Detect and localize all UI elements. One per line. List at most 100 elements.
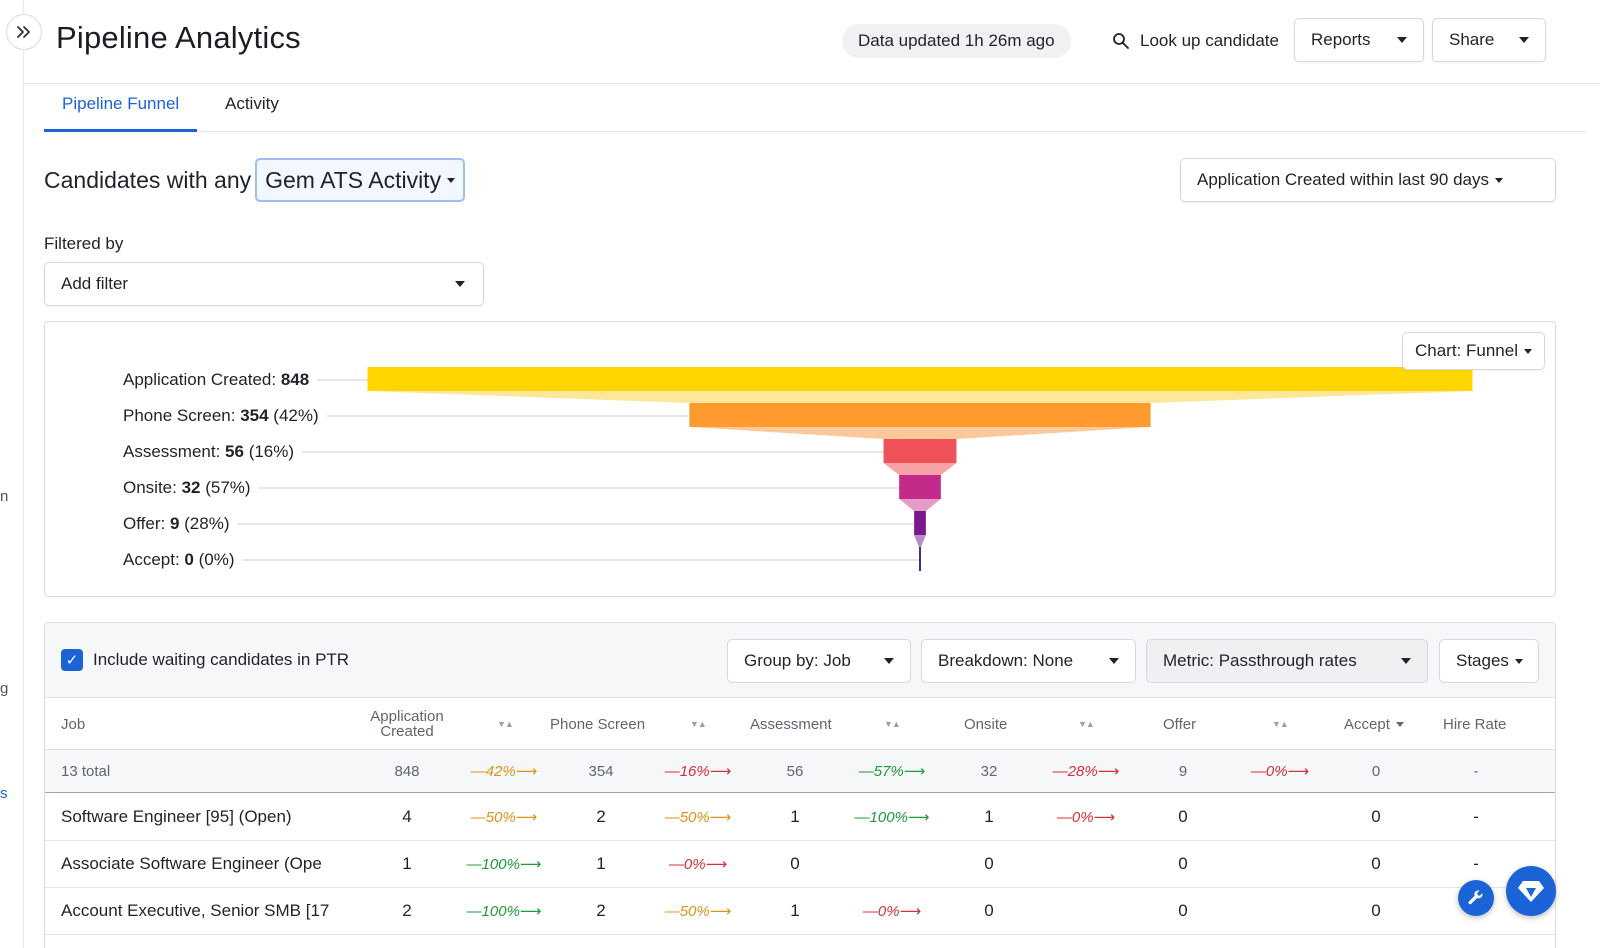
job-name-cell[interactable]: Software Engineer [95] (Open): [61, 807, 292, 826]
hire-rate-cell: -: [1473, 854, 1479, 873]
date-range-select[interactable]: Application Created within last 90 days: [1180, 158, 1556, 202]
column-header-application-created[interactable]: Application Created: [357, 698, 457, 750]
job-name-cell[interactable]: Associate Software Engineer (Ope: [61, 854, 322, 873]
rate-line-icon: —: [1052, 762, 1068, 780]
caret-down-icon: [1519, 37, 1529, 43]
count-cell: 0: [1371, 854, 1381, 873]
stages-value: Stages: [1456, 651, 1509, 670]
rate-line-icon: —: [668, 855, 684, 873]
expand-sidebar-button[interactable]: [6, 14, 42, 50]
include-waiting-label: Include waiting candidates in PTR: [93, 650, 350, 669]
rate-line-icon: —: [470, 808, 486, 826]
arrow-right-icon: ⟶: [519, 903, 542, 920]
page-title: Pipeline Analytics: [56, 20, 301, 55]
rate-cell: —0% ⟶: [837, 888, 947, 934]
funnel-stage-name: Onsite:: [123, 478, 182, 497]
activity-type-value: Gem ATS Activity: [265, 166, 442, 193]
table-row[interactable]: Software Engineer [95] (Open) 4 2 1 1 0 0—50% ⟶…: [45, 794, 1555, 841]
sort-icon[interactable]: ▼▲: [1078, 719, 1095, 729]
total-rate-cell: —0% ⟶: [1225, 750, 1335, 792]
metric-value: Metric: Passthrough rates: [1163, 651, 1357, 670]
add-filter-select[interactable]: Add filter: [44, 262, 484, 306]
funnel-bar[interactable]: [689, 403, 1151, 427]
total-count-cell: 56: [786, 762, 804, 780]
total-count-cell: 9: [1178, 762, 1188, 780]
caret-down-icon: [1395, 721, 1404, 727]
rate-cell: —100% ⟶: [837, 794, 947, 840]
activity-type-select[interactable]: Gem ATS Activity: [255, 158, 466, 202]
table-row[interactable]: Account Executive, Senior SMB [17 2 2 1 0 0 0 —…: [45, 888, 1555, 935]
column-header-job[interactable]: Job: [61, 715, 86, 733]
arrow-right-icon: ⟶: [709, 903, 732, 920]
funnel-stage-pct: (0%): [194, 550, 235, 569]
tab-pipeline-funnel[interactable]: Pipeline Funnel: [44, 84, 198, 132]
column-header-onsite[interactable]: Onsite: [964, 715, 1008, 733]
total-count-cell: 32: [980, 762, 998, 780]
arrow-right-icon: ⟶: [1093, 809, 1116, 826]
funnel-bar[interactable]: [883, 439, 957, 463]
group-by-select[interactable]: Group by: Job: [727, 639, 911, 683]
reports-button[interactable]: Reports: [1294, 18, 1424, 62]
rate-value: 0%: [1071, 808, 1094, 826]
gem-diamond-icon: [1518, 881, 1544, 902]
top-bar: Pipeline Analytics Data updated 1h 26m a…: [24, 0, 1600, 84]
rate-cell: —100% ⟶: [449, 888, 559, 934]
rate-value: 50%: [679, 902, 710, 920]
count-cell: 0: [1178, 807, 1188, 826]
funnel-stage-value: 56: [225, 442, 244, 461]
funnel-connector: [367, 391, 1473, 403]
funnel-stage-value: 848: [281, 370, 309, 389]
job-name-cell[interactable]: Account Executive, Senior SMB [17: [61, 901, 330, 920]
checkbox-checked-icon[interactable]: ✓: [61, 649, 83, 671]
chart-type-select[interactable]: Chart: Funnel: [1402, 332, 1545, 370]
column-header-accept[interactable]: Accept: [1344, 698, 1404, 750]
breakdown-select[interactable]: Breakdown: None: [921, 639, 1136, 683]
arrow-right-icon: ⟶: [1287, 763, 1310, 780]
sort-icon[interactable]: ▼▲: [1272, 719, 1289, 729]
arrow-right-icon: ⟶: [519, 856, 542, 873]
arrow-right-icon: ⟶: [899, 903, 922, 920]
rail-fragment[interactable]: g: [0, 680, 9, 697]
funnel-chart: Application Created: 848 Phone Screen: 35…: [123, 367, 1473, 571]
stages-select[interactable]: Stages: [1439, 639, 1539, 683]
caret-down-icon: [1109, 658, 1119, 664]
include-waiting-toggle[interactable]: ✓ Include waiting candidates in PTR: [61, 649, 349, 671]
search-icon: [1113, 33, 1129, 49]
double-chevron-right-icon: [17, 26, 30, 38]
share-button[interactable]: Share: [1432, 18, 1546, 62]
rate-line-icon: —: [1056, 808, 1072, 826]
look-up-candidate-label: Look up candidate: [1140, 31, 1279, 50]
sort-icon[interactable]: ▼▲: [497, 719, 514, 729]
caret-down-icon: [1514, 658, 1523, 664]
arrow-right-icon: ⟶: [515, 809, 538, 826]
column-header-assessment[interactable]: Assessment: [750, 715, 832, 733]
funnel-stage-label: Application Created: 848: [123, 370, 309, 389]
table-row[interactable]: Associate Software Engineer (Ope 1 1 0 0 0 0—1…: [45, 841, 1555, 888]
gem-assistant-button[interactable]: [1506, 866, 1556, 916]
total-hire-rate-cell: -: [1473, 762, 1479, 780]
sort-icon[interactable]: ▼▲: [884, 719, 901, 729]
count-cell: 4: [402, 807, 412, 826]
metric-select[interactable]: Metric: Passthrough rates: [1146, 639, 1428, 683]
sort-icon[interactable]: ▼▲: [690, 719, 707, 729]
group-by-value: Group by: Job: [744, 651, 851, 670]
arrow-right-icon: ⟶: [903, 763, 926, 780]
funnel-bar[interactable]: [367, 367, 1473, 391]
column-header-offer[interactable]: Offer: [1163, 715, 1197, 733]
funnel-bar[interactable]: [899, 475, 941, 499]
tools-button[interactable]: [1458, 880, 1494, 916]
total-rate-cell: —28% ⟶: [1031, 750, 1141, 792]
rate-value: 28%: [1067, 762, 1098, 780]
rail-fragment[interactable]: n: [0, 488, 9, 505]
look-up-candidate-button[interactable]: Look up candidate: [1112, 24, 1279, 58]
funnel-bar[interactable]: [914, 511, 926, 535]
candidate-query: Candidates with any Gem ATS Activity: [44, 158, 466, 202]
rate-line-icon: —: [470, 762, 486, 780]
hire-rate-cell: -: [1473, 807, 1479, 826]
rate-line-icon: —: [862, 902, 878, 920]
column-header-hire-rate[interactable]: Hire Rate: [1443, 715, 1507, 733]
rail-fragment[interactable]: s: [0, 785, 8, 802]
column-header-phone-screen[interactable]: Phone Screen: [550, 715, 646, 733]
tab-activity[interactable]: Activity: [225, 94, 279, 113]
rate-value: 0%: [683, 855, 706, 873]
